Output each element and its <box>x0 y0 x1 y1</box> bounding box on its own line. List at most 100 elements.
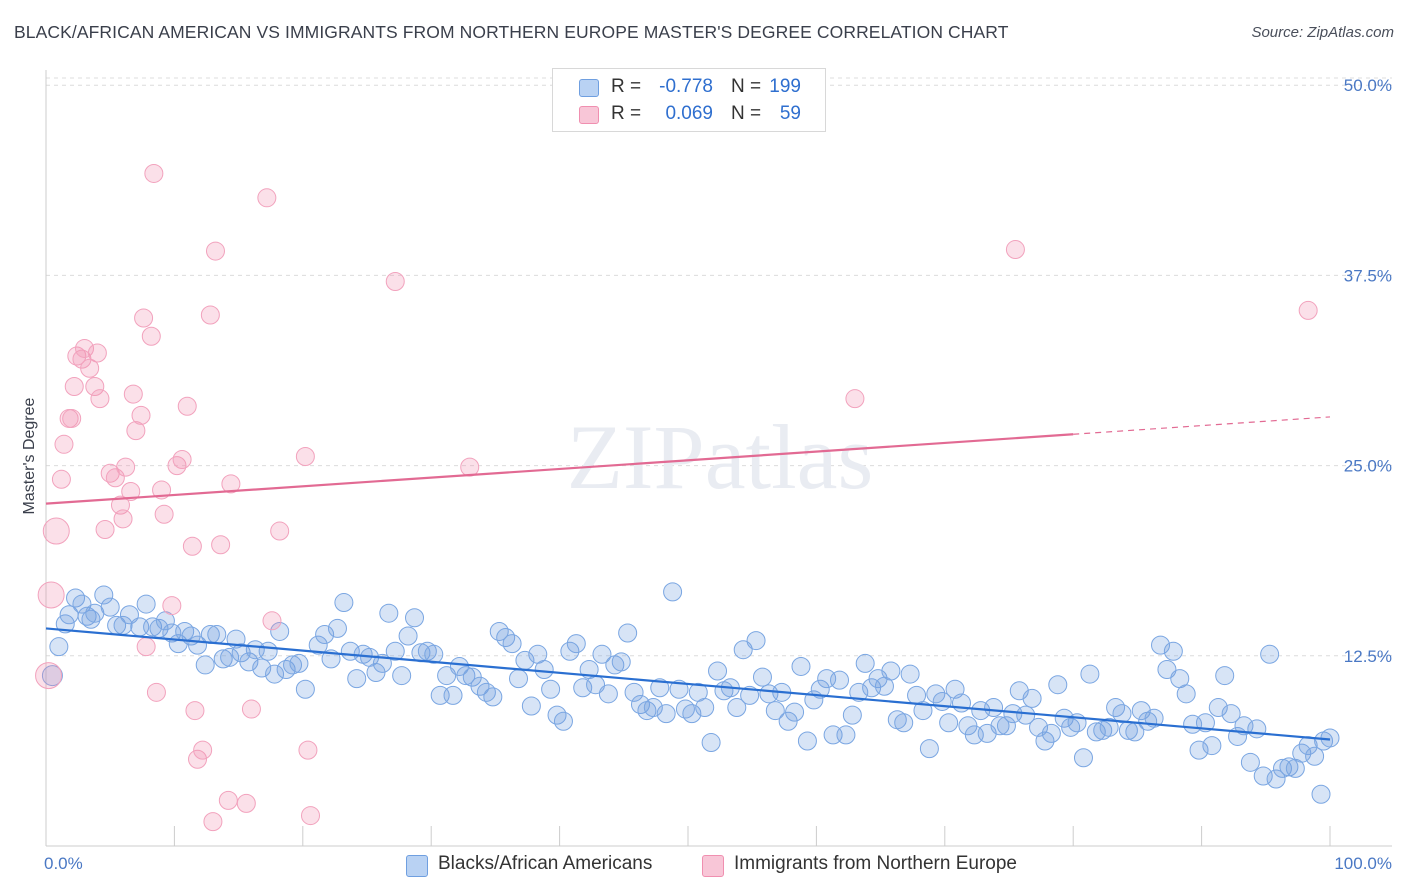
point-blue <box>315 625 335 645</box>
legend: R = -0.778 N = 199 R = 0.069 N = 59 <box>552 68 826 132</box>
point-pink <box>64 376 84 396</box>
legend-row-pink: R = 0.069 N = 59 <box>553 100 825 128</box>
point-blue <box>289 653 309 673</box>
point-pink <box>134 308 154 328</box>
point-blue <box>894 713 914 733</box>
point-blue <box>1240 752 1260 772</box>
point-blue <box>611 652 631 672</box>
legend-r-label: R = <box>611 103 642 124</box>
point-blue <box>1305 746 1325 766</box>
point-blue <box>1189 740 1209 760</box>
point-blue <box>1041 723 1061 743</box>
point-blue <box>252 658 272 678</box>
y-axis-label: Master's Degree <box>21 397 38 514</box>
point-blue <box>855 653 875 673</box>
point-blue <box>669 679 689 699</box>
point-blue <box>1144 708 1164 728</box>
point-pink <box>144 163 164 183</box>
trend-line-blue <box>45 627 1331 741</box>
point-blue <box>136 594 156 614</box>
points <box>35 163 1340 832</box>
point-blue <box>347 669 367 689</box>
point-blue <box>785 702 805 722</box>
point-blue <box>398 626 418 646</box>
chart-title: BLACK/AFRICAN AMERICAN VS IMMIGRANTS FRO… <box>14 22 1009 42</box>
point-blue <box>1221 704 1241 724</box>
series-legend: Blacks/African Americans Immigrants from… <box>0 850 1406 880</box>
point-blue <box>521 696 541 716</box>
point-blue <box>990 716 1010 736</box>
point-pink <box>295 446 315 466</box>
series-swatch-blue <box>406 855 428 877</box>
point-blue <box>560 641 580 661</box>
point-blue <box>424 644 444 664</box>
point-pink <box>87 343 107 363</box>
point-blue <box>1311 784 1331 804</box>
point-blue <box>900 664 920 684</box>
point-blue <box>746 631 766 651</box>
point-blue <box>534 659 554 679</box>
point-pink <box>131 405 151 425</box>
trend-lines <box>45 416 1331 741</box>
point-blue <box>207 625 227 645</box>
point-blue <box>1202 736 1222 756</box>
point-blue <box>119 605 139 625</box>
point-pink <box>241 699 261 719</box>
point-blue <box>682 704 702 724</box>
point-pink <box>193 740 213 760</box>
point-pink <box>262 611 282 631</box>
point-pink <box>42 517 70 545</box>
point-blue <box>295 679 315 699</box>
point-pink <box>177 396 197 416</box>
point-blue <box>849 682 869 702</box>
point-blue <box>72 594 92 614</box>
point-blue <box>624 682 644 702</box>
point-blue <box>708 661 728 681</box>
point-blue <box>502 634 522 654</box>
point-blue <box>81 609 101 629</box>
point-blue <box>695 698 715 718</box>
point-pink <box>172 450 192 470</box>
point-blue <box>598 684 618 704</box>
point-pink <box>203 812 223 832</box>
point-pink <box>141 326 161 346</box>
point-pink <box>35 662 63 690</box>
point-blue <box>509 669 529 689</box>
point-blue <box>752 667 772 687</box>
point-pink <box>162 596 182 616</box>
point-pink <box>146 682 166 702</box>
point-blue <box>334 593 354 613</box>
legend-n-label: N = <box>731 103 762 124</box>
point-blue <box>1151 635 1171 655</box>
point-pink <box>211 535 231 555</box>
point-blue <box>656 704 676 724</box>
point-blue <box>143 617 163 637</box>
legend-swatch-blue <box>579 79 599 97</box>
trend-line-pink-extension <box>1073 416 1331 435</box>
point-blue <box>283 655 303 675</box>
point-pink <box>298 740 318 760</box>
point-blue <box>951 693 971 713</box>
point-blue <box>765 701 785 721</box>
x-tick-label: 100.0% <box>1334 854 1392 873</box>
point-pink <box>205 241 225 261</box>
point-blue <box>55 614 75 634</box>
point-blue <box>94 585 114 605</box>
point-pink <box>218 790 238 810</box>
point-pink <box>257 188 277 208</box>
point-pink <box>188 749 208 769</box>
point-blue <box>740 685 760 705</box>
point-blue <box>483 687 503 707</box>
point-blue <box>701 733 721 753</box>
point-pink <box>221 474 241 494</box>
axes <box>45 70 1392 847</box>
point-blue <box>926 684 946 704</box>
point-blue <box>984 698 1004 718</box>
point-pink <box>301 806 321 826</box>
tick-labels: 12.5% 25.0% 37.5% 50.0% 0.0% 100.0% <box>44 76 1392 873</box>
point-blue <box>1086 722 1106 742</box>
point-blue <box>573 678 593 698</box>
legend-row-blue: R = -0.778 N = 199 <box>553 73 825 101</box>
point-blue <box>220 647 240 667</box>
point-blue <box>1163 641 1183 661</box>
